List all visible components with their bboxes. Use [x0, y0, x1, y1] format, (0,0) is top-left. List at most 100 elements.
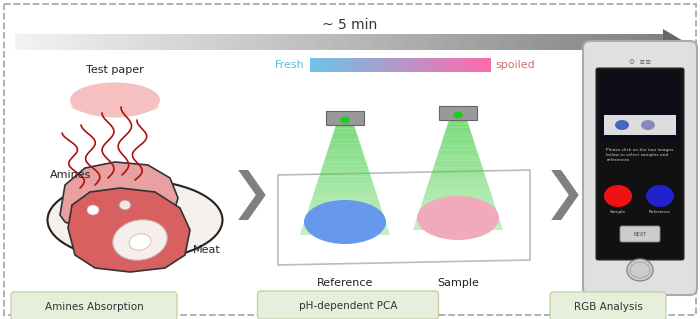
Bar: [358, 58, 361, 72]
Polygon shape: [60, 162, 178, 232]
Ellipse shape: [453, 112, 463, 118]
Polygon shape: [323, 162, 368, 165]
Bar: [436, 34, 445, 50]
Bar: [169, 34, 178, 50]
Bar: [487, 58, 491, 72]
Bar: [241, 34, 251, 50]
Polygon shape: [314, 187, 376, 191]
Bar: [322, 58, 326, 72]
Polygon shape: [321, 165, 368, 169]
Bar: [319, 58, 323, 72]
Polygon shape: [430, 175, 486, 179]
Bar: [161, 34, 169, 50]
Bar: [600, 73, 680, 141]
Polygon shape: [436, 157, 480, 160]
Ellipse shape: [630, 262, 650, 278]
Bar: [472, 58, 475, 72]
Bar: [430, 58, 433, 72]
Bar: [340, 58, 344, 72]
Polygon shape: [238, 170, 266, 220]
Text: Reference: Reference: [649, 210, 671, 214]
Bar: [326, 111, 364, 125]
Bar: [250, 34, 258, 50]
Polygon shape: [278, 170, 530, 265]
Bar: [509, 34, 518, 50]
Polygon shape: [304, 217, 385, 220]
Polygon shape: [300, 231, 390, 235]
Bar: [428, 34, 437, 50]
Ellipse shape: [304, 200, 386, 244]
Bar: [355, 58, 358, 72]
Text: Reference: Reference: [317, 278, 373, 288]
Bar: [427, 58, 430, 72]
Bar: [454, 58, 458, 72]
Bar: [339, 34, 348, 50]
Bar: [439, 58, 442, 72]
Text: spoiled: spoiled: [495, 60, 535, 70]
Bar: [424, 58, 428, 72]
Polygon shape: [447, 124, 470, 127]
Bar: [638, 34, 648, 50]
Bar: [346, 58, 349, 72]
Bar: [647, 34, 655, 50]
Bar: [448, 58, 452, 72]
Bar: [485, 34, 494, 50]
Polygon shape: [302, 224, 388, 228]
Bar: [631, 34, 639, 50]
Polygon shape: [311, 198, 379, 202]
Polygon shape: [307, 209, 383, 213]
Text: ⊙  ≡≡: ⊙ ≡≡: [629, 59, 651, 65]
Bar: [418, 58, 421, 72]
Bar: [185, 34, 194, 50]
Polygon shape: [416, 215, 499, 219]
Bar: [461, 34, 469, 50]
Polygon shape: [68, 188, 190, 272]
Polygon shape: [424, 193, 492, 197]
Polygon shape: [419, 208, 497, 212]
Text: NEXT: NEXT: [634, 232, 647, 236]
Bar: [525, 34, 534, 50]
Bar: [316, 58, 319, 72]
Polygon shape: [309, 202, 380, 206]
Bar: [478, 58, 482, 72]
Polygon shape: [551, 170, 579, 220]
Polygon shape: [432, 168, 484, 171]
Polygon shape: [418, 212, 498, 215]
Bar: [493, 34, 501, 50]
Ellipse shape: [119, 200, 131, 210]
Polygon shape: [332, 132, 358, 136]
Polygon shape: [428, 182, 489, 186]
Ellipse shape: [78, 199, 108, 221]
Polygon shape: [420, 204, 496, 208]
Polygon shape: [445, 127, 470, 131]
Bar: [468, 34, 477, 50]
Polygon shape: [448, 120, 468, 124]
Text: Sample: Sample: [610, 210, 626, 214]
Bar: [404, 34, 412, 50]
Bar: [39, 34, 48, 50]
Bar: [15, 34, 24, 50]
Bar: [323, 34, 331, 50]
Ellipse shape: [71, 100, 159, 114]
Bar: [361, 58, 365, 72]
Bar: [313, 58, 316, 72]
Bar: [517, 34, 526, 50]
Bar: [23, 34, 32, 50]
Polygon shape: [335, 125, 355, 129]
Bar: [349, 58, 353, 72]
Bar: [225, 34, 234, 50]
Text: RGB Analysis: RGB Analysis: [573, 302, 643, 312]
Bar: [373, 58, 377, 72]
Bar: [590, 34, 598, 50]
Text: Test paper: Test paper: [86, 65, 144, 75]
Bar: [153, 34, 161, 50]
Bar: [466, 58, 470, 72]
Ellipse shape: [641, 120, 655, 130]
Bar: [48, 34, 56, 50]
Bar: [606, 34, 615, 50]
FancyBboxPatch shape: [596, 68, 684, 260]
Bar: [445, 58, 449, 72]
Ellipse shape: [627, 259, 653, 281]
Bar: [604, 115, 676, 135]
Bar: [71, 34, 80, 50]
